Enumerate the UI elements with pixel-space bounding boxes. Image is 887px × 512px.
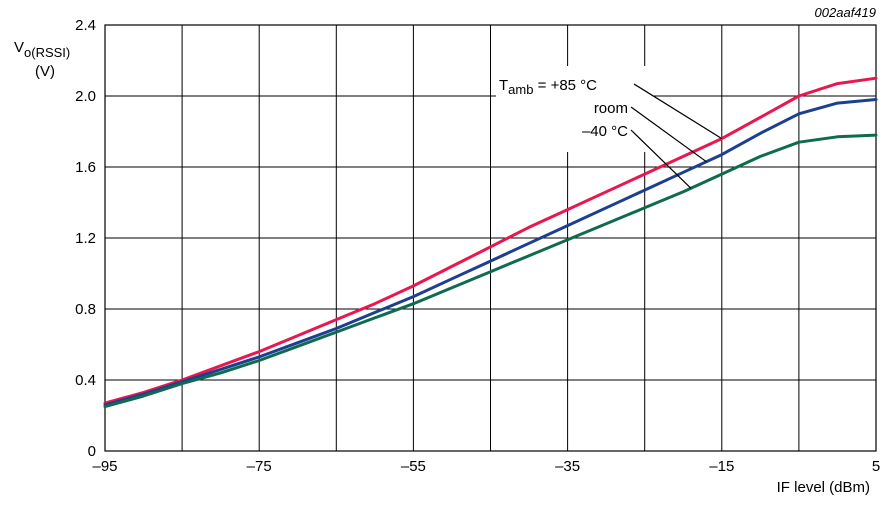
y-tick-label: 2.0: [75, 88, 96, 105]
y-axis-title-subscript: o(RSSI): [24, 45, 70, 60]
series-line-room: [103, 98, 878, 407]
figure-id: 002aaf419: [815, 5, 876, 20]
legend-tamb-value: = +85 °C: [533, 77, 597, 94]
x-tick-label: –35: [555, 458, 580, 475]
y-tick-label: 0.8: [75, 301, 96, 318]
grid-lines: [104, 24, 877, 452]
plot-frame: [104, 24, 877, 452]
legend-label-minus40: –40 °C: [582, 123, 628, 140]
x-tick-label: 5: [872, 458, 880, 475]
x-tick-label: –95: [92, 458, 117, 475]
y-tick-label: 0: [88, 443, 96, 460]
legend-label-plus85: Tamb = +85 °C: [499, 77, 597, 97]
y-tick-label: 1.6: [75, 159, 96, 176]
legend-label-room: room: [594, 100, 628, 117]
leader-line-plus85: [633, 83, 723, 140]
y-axis-title-main: V: [14, 39, 24, 56]
leader-line-minus40: [630, 129, 692, 189]
y-tick-label: 1.2: [75, 230, 96, 247]
legend: Tamb = +85 °C room –40 °C: [496, 66, 723, 189]
legend-tamb-main: T: [499, 77, 508, 94]
legend-background: [496, 66, 653, 152]
legend-tamb-subscript: amb: [508, 82, 533, 97]
y-tick-label: 0.4: [75, 372, 96, 389]
series-lines: [103, 76, 878, 409]
leader-line-room: [630, 106, 707, 163]
series-line-plus85: [103, 76, 878, 405]
x-tick-label: –15: [709, 458, 734, 475]
x-axis-title: IF level (dBm): [777, 479, 870, 496]
series-line-minus40: [103, 133, 878, 409]
y-axis-unit: (V): [35, 63, 55, 80]
x-tick-label: –75: [247, 458, 272, 475]
x-tick-label: –55: [401, 458, 426, 475]
labels: –95 –75 –55 –35 –15 5 0 0.4 0.8 1.2 1.6 2.0 2.4 Vo(RS…: [14, 5, 880, 496]
y-tick-label: 2.4: [75, 17, 96, 34]
y-axis-title: Vo(RSSI): [14, 39, 70, 60]
axes: [104, 24, 877, 452]
